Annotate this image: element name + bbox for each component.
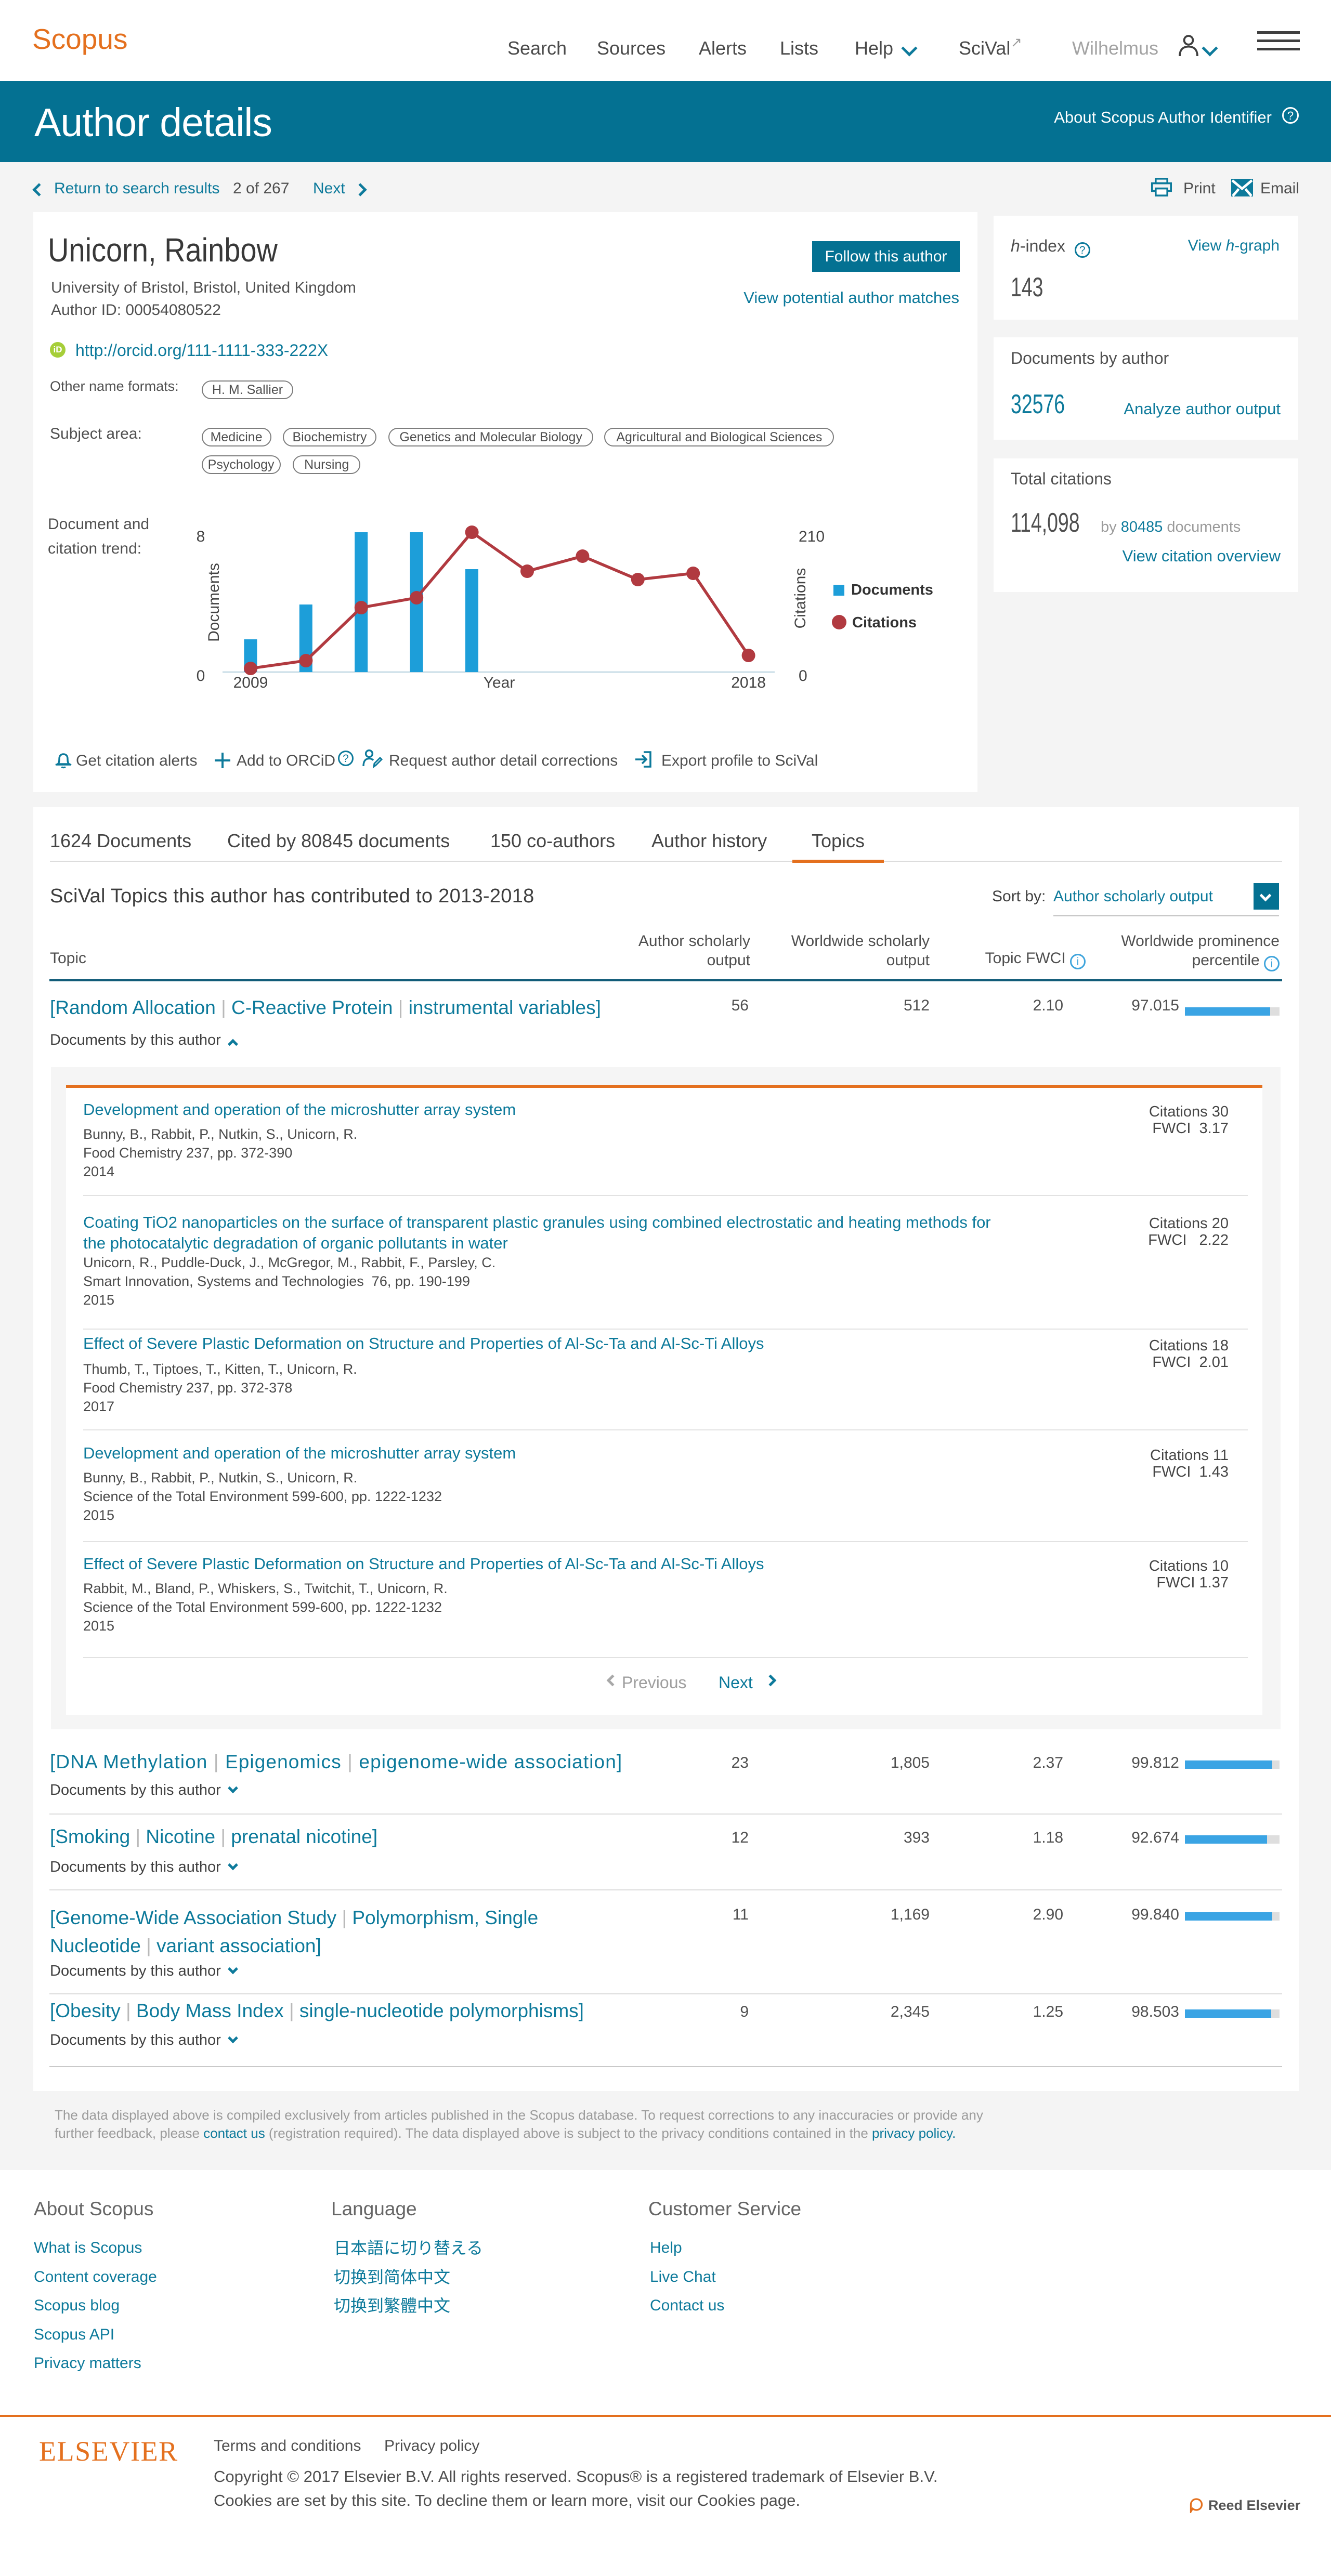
svg-text:210: 210 xyxy=(799,528,825,545)
svg-text:2018: 2018 xyxy=(731,674,766,691)
svg-text:2009: 2009 xyxy=(233,674,268,691)
svg-text:Citations: Citations xyxy=(792,568,809,629)
svg-text:0: 0 xyxy=(799,667,807,685)
svg-text:0: 0 xyxy=(197,667,205,685)
svg-text:Documents: Documents xyxy=(851,582,933,598)
svg-text:Citations: Citations xyxy=(852,614,917,631)
svg-text:Documents: Documents xyxy=(205,563,223,642)
svg-text:Year: Year xyxy=(484,674,515,691)
svg-text:8: 8 xyxy=(197,528,205,545)
